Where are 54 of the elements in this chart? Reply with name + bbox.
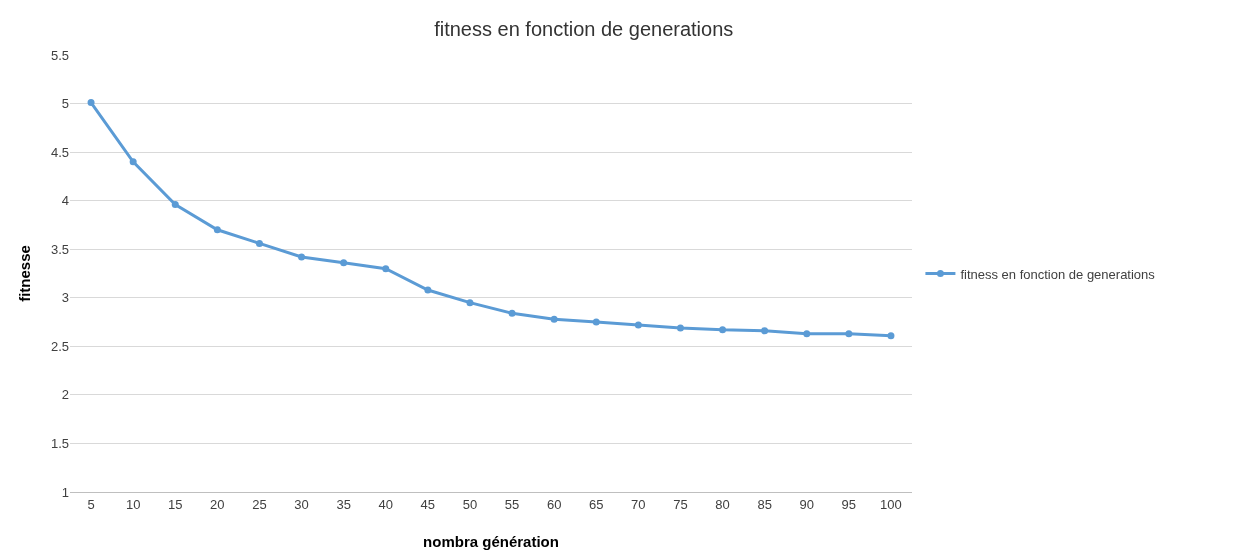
x-tick-label: 45	[420, 496, 436, 512]
point	[298, 253, 306, 261]
y-tick-label: 1.5	[50, 435, 69, 451]
point	[171, 201, 179, 209]
point	[129, 158, 137, 166]
y-tick-label: 4.5	[50, 144, 69, 160]
x-tick-label: 100	[880, 496, 902, 512]
x-tick-label: 55	[504, 496, 520, 512]
x-tick-label: 70	[631, 496, 646, 512]
x-tick-label: 50	[462, 496, 478, 512]
x-tick-label: 25	[252, 496, 267, 512]
x-tick-label: 5	[87, 496, 95, 512]
point	[87, 99, 95, 107]
point	[761, 327, 769, 335]
x-tick-label: 85	[757, 496, 772, 512]
x-tick-label: 15	[168, 496, 183, 512]
x-tick-label: 75	[673, 496, 688, 512]
x-tick-label: 20	[210, 496, 225, 512]
y-axis-title: fitnesse	[16, 245, 33, 302]
y-tick-label: 5	[61, 96, 69, 112]
chart-title: fitness en fonction de generations	[434, 18, 734, 41]
point	[887, 332, 895, 340]
x-tick-label: 30	[294, 496, 309, 512]
y-tick-label: 3.5	[50, 241, 69, 257]
y-tick-label: 2.5	[50, 338, 69, 354]
point	[382, 265, 390, 273]
point	[550, 315, 558, 323]
y-tick-label: 4	[61, 193, 69, 209]
point	[340, 259, 348, 267]
x-tick-label: 35	[336, 496, 351, 512]
x-tick-label: 60	[546, 496, 562, 512]
y-tick-label: 1	[61, 484, 69, 500]
x-tick-label: 40	[378, 496, 393, 512]
point	[719, 326, 727, 334]
x-tick-label: 65	[589, 496, 604, 512]
point	[424, 286, 432, 294]
point	[592, 318, 600, 326]
y-tick-label: 5.5	[50, 47, 69, 63]
point	[676, 324, 684, 332]
point	[255, 239, 263, 247]
y-tick-label: 2	[61, 387, 69, 403]
point	[508, 309, 516, 317]
x-tick-label: 90	[799, 496, 814, 512]
point	[213, 226, 221, 234]
point	[634, 321, 642, 329]
point	[803, 330, 811, 338]
x-tick-label: 80	[715, 496, 730, 512]
x-tick-label: 95	[841, 496, 857, 512]
x-axis-title: nombra génération	[423, 533, 559, 550]
legend-label: fitness en fonction de generations	[960, 266, 1156, 282]
y-tick-label: 3	[61, 290, 69, 306]
point	[466, 299, 474, 307]
point	[845, 330, 853, 338]
x-tick-label: 10	[125, 496, 141, 512]
